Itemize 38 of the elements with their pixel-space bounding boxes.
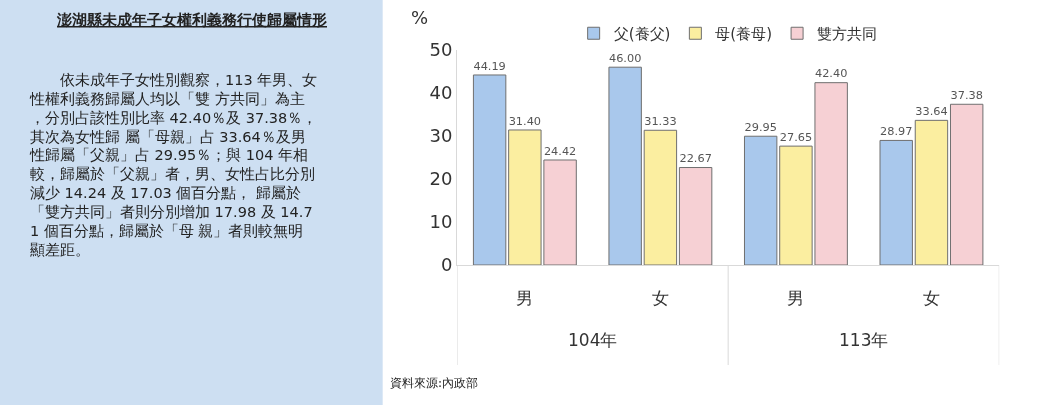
- legend-label: 母(養母): [715, 25, 773, 44]
- text: 104年: [568, 330, 618, 350]
- bar: [678, 167, 713, 265]
- data-label: 28.97: [880, 125, 913, 138]
- data-label: 31.33: [644, 113, 677, 128]
- text: 澎湖縣未成年子女權利義務行使歸屬情形: [56, 11, 327, 29]
- data-label: 33.64: [915, 104, 948, 118]
- bar: [879, 139, 913, 265]
- data-label: 37.38: [950, 87, 983, 102]
- y-axis-title: %: [411, 7, 429, 28]
- y-tick-label: 40: [429, 82, 453, 104]
- bar: [949, 103, 984, 265]
- y-tick-label: 30: [429, 125, 453, 147]
- y-tick-label: 0: [441, 254, 453, 276]
- y-tick-label: 20: [429, 168, 453, 190]
- data-label: 31.40: [508, 113, 542, 128]
- x-tick-label: 男: [516, 288, 534, 309]
- y-tick-label: 50: [429, 39, 453, 61]
- legend-label: 雙方共同: [817, 25, 878, 44]
- data-label: 46.00: [608, 50, 642, 65]
- source-note: 資料來源:內政部: [390, 376, 479, 390]
- x-tick-label: 女: [922, 288, 940, 309]
- data-label: 22.67: [679, 151, 712, 166]
- legend-label: 父(養父): [613, 25, 671, 44]
- x-tick-label: 女: [651, 288, 669, 309]
- y-tick-label: 10: [429, 211, 453, 233]
- text: 113年: [839, 330, 889, 350]
- data-label: 29.95: [744, 119, 777, 134]
- bar: [608, 66, 642, 265]
- x-tick-label: 男: [787, 288, 805, 309]
- data-label: 44.19: [473, 58, 506, 73]
- bar: [472, 74, 507, 265]
- bar: [914, 119, 949, 265]
- data-label: 24.42: [543, 144, 577, 158]
- text: 依未成年子女性別觀察，113 年男、女性權利義務歸屬人均以「雙 方共同」為主，分別占該性別比率 42.40％及 37.38％，其次為女性歸 屬「母親」占 33.64％及男性歸屬「父親」占 29.95％；與 104 年相較，歸屬於「父親」者，男、女性占比分別減少 14.24 及 17.03 個百分點， 歸屬於「雙方共同」者則分別增加 17.98 及 14.71 個百分點，歸屬於「母 親」者則較無明顯差距。: [30, 72, 318, 258]
- data-label: 42.40: [814, 66, 848, 81]
- bar: [643, 129, 678, 265]
- data-label: 27.65: [779, 129, 813, 144]
